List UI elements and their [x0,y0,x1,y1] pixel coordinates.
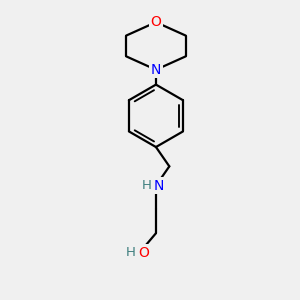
Text: O: O [139,245,149,260]
Text: H: H [142,179,152,192]
Text: N: N [154,179,164,193]
Text: H: H [126,246,136,259]
Text: O: O [151,15,161,29]
Text: N: N [151,63,161,77]
